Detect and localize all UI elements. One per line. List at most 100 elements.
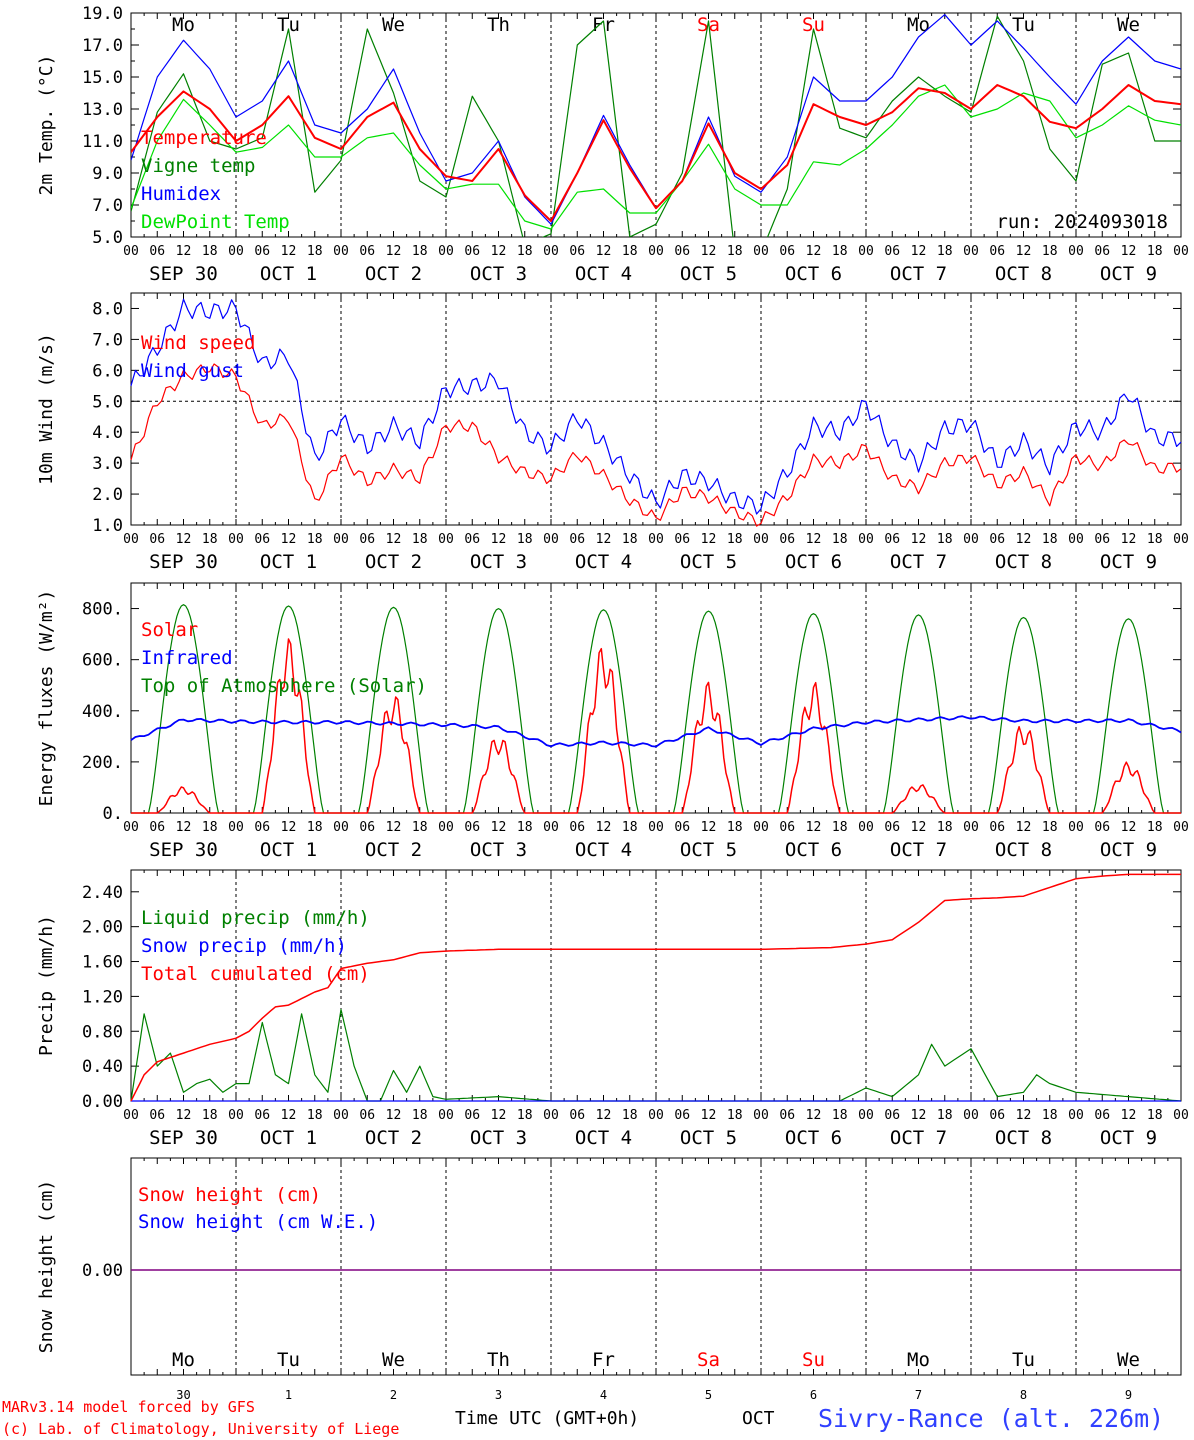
hour-label: 06 xyxy=(674,1108,690,1123)
y-tick-label: 9.0 xyxy=(92,164,123,184)
time-axis-title: Time UTC (GMT+0h) xyxy=(455,1408,639,1429)
hour-label: 06 xyxy=(884,244,900,259)
hour-label: 12 xyxy=(386,820,402,835)
hour-label: 12 xyxy=(701,244,717,259)
hour-label: 18 xyxy=(1042,820,1058,835)
hour-label: 12 xyxy=(176,532,192,547)
date-label: OCT 8 xyxy=(995,1127,1052,1149)
hour-label: 18 xyxy=(832,532,848,547)
hour-label: 12 xyxy=(1016,244,1032,259)
hour-label: 18 xyxy=(307,532,323,547)
hour-label: 00 xyxy=(963,244,979,259)
hour-label: 00 xyxy=(1173,532,1189,547)
date-label: OCT 9 xyxy=(1100,839,1157,861)
y-tick-label: 400. xyxy=(82,702,123,722)
hour-label: 00 xyxy=(963,532,979,547)
legend-entry: Wind gust xyxy=(141,360,244,382)
hour-label: 00 xyxy=(543,1108,559,1123)
hour-label: 18 xyxy=(412,1108,428,1123)
y-tick-label: 7.0 xyxy=(92,196,123,216)
series-blue xyxy=(131,14,1181,225)
hour-label: 00 xyxy=(1068,1108,1084,1123)
day-number: 3 xyxy=(495,1388,502,1402)
hour-label: 06 xyxy=(779,1108,795,1123)
hour-label: 06 xyxy=(989,244,1005,259)
hour-label: 18 xyxy=(307,244,323,259)
weekday-label: We xyxy=(382,14,405,36)
hour-label: 18 xyxy=(202,820,218,835)
hour-label: 00 xyxy=(333,244,349,259)
hour-label: 18 xyxy=(937,244,953,259)
hour-label: 12 xyxy=(281,820,297,835)
hour-label: 00 xyxy=(753,532,769,547)
hour-label: 12 xyxy=(176,244,192,259)
y-axis-label: 10m Wind (m/s) xyxy=(36,333,57,485)
date-label: OCT 3 xyxy=(470,839,527,861)
hour-label: 18 xyxy=(412,820,428,835)
copyright: (c) Lab. of Climatology, University of L… xyxy=(2,1420,399,1438)
weekday-label: Th xyxy=(487,14,510,36)
y-tick-label: 800. xyxy=(82,600,123,620)
hour-label: 06 xyxy=(464,1108,480,1123)
hour-label: 18 xyxy=(832,1108,848,1123)
legend-entry: Snow precip (mm/h) xyxy=(141,935,347,957)
hour-label: 00 xyxy=(438,1108,454,1123)
y-tick-label: 2.0 xyxy=(92,485,123,505)
series-blue xyxy=(130,715,1182,748)
date-label: OCT 9 xyxy=(1100,551,1157,573)
series-red xyxy=(130,363,1182,527)
hour-label: 12 xyxy=(701,820,717,835)
hour-label: 06 xyxy=(1094,244,1110,259)
date-label: OCT 2 xyxy=(365,1127,422,1149)
hour-label: 00 xyxy=(438,244,454,259)
y-axis-label: Precip (mm/h) xyxy=(36,915,57,1056)
hour-label: 06 xyxy=(989,1108,1005,1123)
hour-label: 18 xyxy=(1147,1108,1163,1123)
hour-label: 12 xyxy=(491,532,507,547)
date-label: OCT 2 xyxy=(365,551,422,573)
hour-label: 00 xyxy=(228,244,244,259)
date-label: OCT 3 xyxy=(470,1127,527,1149)
hour-label: 06 xyxy=(254,532,270,547)
month-label: OCT xyxy=(742,1408,775,1429)
hour-label: 00 xyxy=(648,244,664,259)
hour-label: 06 xyxy=(359,532,375,547)
day-number: 5 xyxy=(705,1388,712,1402)
date-label: OCT 7 xyxy=(890,263,947,285)
date-label: OCT 5 xyxy=(680,1127,737,1149)
y-tick-label: 6.0 xyxy=(92,361,123,381)
date-label: OCT 5 xyxy=(680,839,737,861)
hour-label: 18 xyxy=(622,1108,638,1123)
hour-label: 00 xyxy=(333,820,349,835)
y-axis-label: 2m Temp. (°C) xyxy=(36,55,57,196)
hour-label: 18 xyxy=(202,1108,218,1123)
hour-label: 06 xyxy=(359,820,375,835)
hour-label: 06 xyxy=(1094,820,1110,835)
hour-label: 00 xyxy=(963,820,979,835)
hour-label: 00 xyxy=(543,532,559,547)
hour-label: 00 xyxy=(1173,820,1189,835)
y-tick-label: 0.00 xyxy=(82,1261,123,1281)
y-tick-label: 11.0 xyxy=(82,132,123,152)
date-label: OCT 1 xyxy=(260,263,317,285)
hour-label: 18 xyxy=(727,244,743,259)
date-label: OCT 3 xyxy=(470,263,527,285)
hour-label: 18 xyxy=(517,244,533,259)
date-label: OCT 7 xyxy=(890,1127,947,1149)
date-label: OCT 4 xyxy=(575,839,632,861)
y-tick-label: 3.0 xyxy=(92,454,123,474)
y-tick-label: 1.0 xyxy=(92,516,123,536)
hour-label: 06 xyxy=(254,1108,270,1123)
hour-label: 00 xyxy=(858,1108,874,1123)
hour-label: 18 xyxy=(1042,244,1058,259)
y-tick-label: 15.0 xyxy=(82,68,123,88)
hour-label: 06 xyxy=(569,1108,585,1123)
hour-label: 18 xyxy=(622,820,638,835)
y-axis-label: Energy fluxes (W/m²) xyxy=(36,590,57,807)
hour-label: 00 xyxy=(1173,244,1189,259)
hour-label: 06 xyxy=(149,532,165,547)
hour-label: 12 xyxy=(596,1108,612,1123)
weekday-label: Sa xyxy=(697,1349,720,1371)
hour-label: 12 xyxy=(1016,820,1032,835)
weekday-label: Tu xyxy=(277,1349,300,1371)
